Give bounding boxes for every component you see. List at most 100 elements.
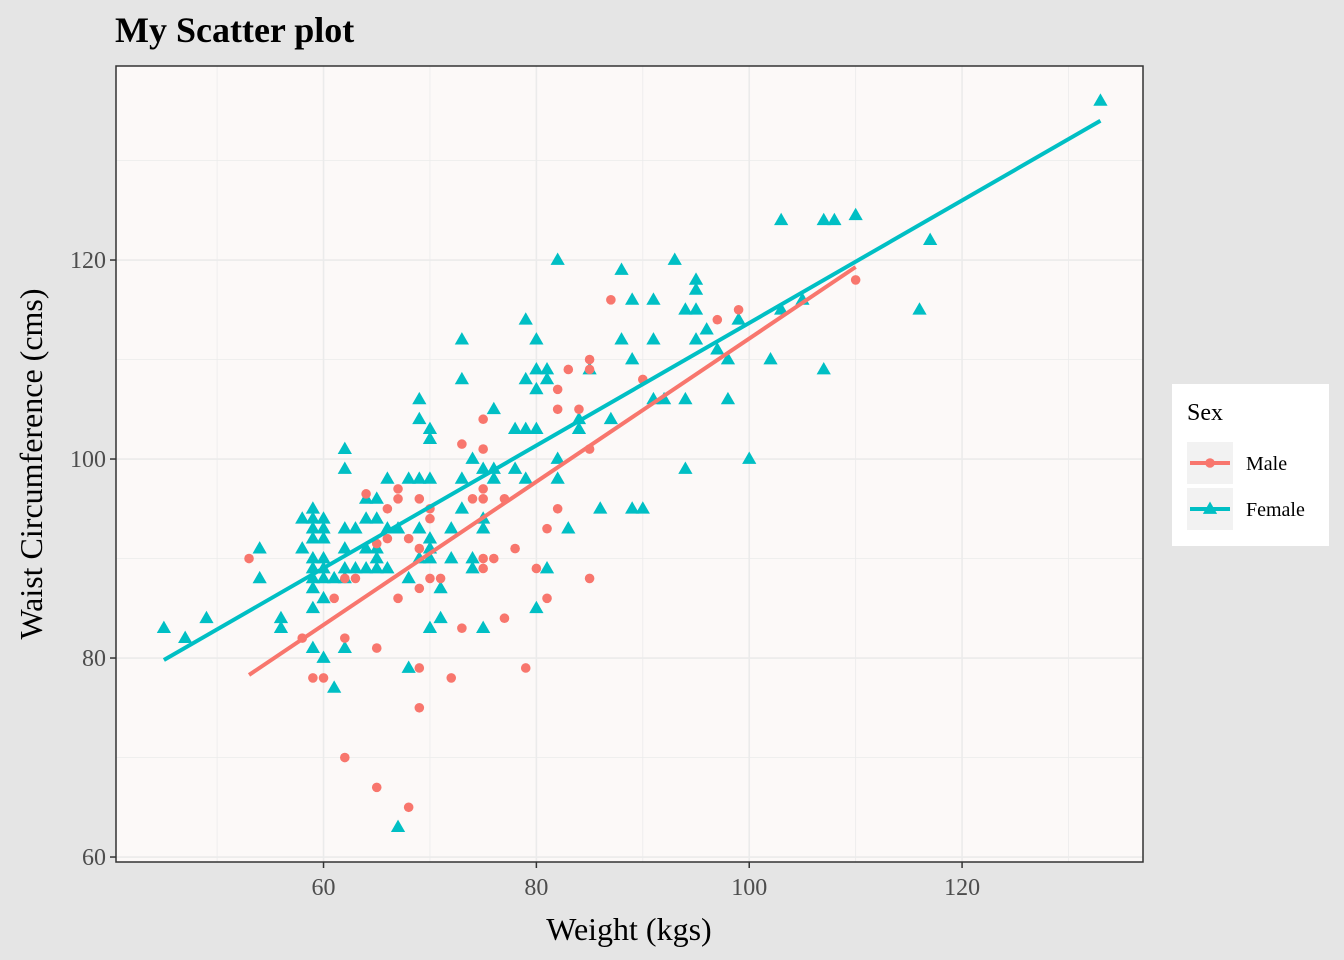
female-point [848,207,863,221]
male-point [552,384,563,395]
male-point [478,444,488,454]
panel-border [115,65,1144,863]
male-point [457,623,467,633]
female-point [305,531,321,544]
female-point [454,471,470,484]
male-point [425,573,435,584]
x-tick-label: 120 [944,875,980,901]
female-point [476,461,491,474]
male-point [425,513,435,524]
male-point [467,494,478,504]
male-point [520,663,531,673]
fit-lines [162,118,1102,677]
female-point [348,560,363,574]
female-point [316,531,331,544]
legend-label: Male [1246,453,1287,475]
female-point [571,421,587,435]
male-point [584,364,595,375]
female-point [412,411,427,425]
male-point [403,533,414,544]
female-point [774,212,789,226]
female-point [742,451,757,464]
female-point [412,391,427,405]
female-point [678,302,693,315]
female-point [688,282,704,295]
female-point [412,521,427,534]
female-point [614,262,629,275]
female-point [252,541,267,554]
female-point [923,232,938,245]
grid-minor [116,66,1143,862]
male-point [329,593,339,604]
male-point [478,553,488,564]
male-point [340,752,350,763]
female-point [465,560,480,574]
male-point [414,494,425,504]
female-point [422,421,438,435]
female-point [422,431,438,444]
female-point [380,471,395,484]
female-point [646,292,661,305]
x-axis: 60 80 100 120 [312,862,980,901]
female-point [316,650,331,663]
male-points [244,275,861,813]
male-point [510,543,520,554]
female-point [518,421,533,435]
female-point [827,212,842,226]
female-point [539,371,555,385]
male-point [499,613,510,624]
male-fit-line [247,265,857,677]
male-point [574,404,584,415]
male-point [371,538,382,549]
y-tick-label: 80 [82,646,106,672]
female-point [529,381,544,395]
female-point [465,451,480,464]
male-point [382,503,393,514]
female-point [561,521,576,534]
male-point [542,593,552,604]
male-point [712,314,723,325]
female-point [156,620,172,634]
female-point [358,511,374,524]
male-point [435,573,446,584]
y-tick-label: 100 [70,447,106,473]
female-point [816,212,831,226]
female-point [539,361,555,375]
female-point [444,521,459,534]
female-point [550,471,565,484]
plot-panel [115,65,1144,863]
x-axis-title: Weight (kgs) [546,911,711,947]
female-point [295,511,310,524]
female-point [763,352,778,365]
male-point [457,439,467,449]
female-point [422,620,438,634]
male-point [531,563,542,574]
panel-background [116,66,1143,862]
female-point [305,521,321,534]
female-point [273,610,289,624]
male-point [414,583,425,594]
female-point [316,590,331,604]
female-point [593,501,608,514]
male-point [382,533,393,544]
female-point [603,411,619,425]
female-point [316,570,331,584]
male-point [371,782,382,793]
female-point [316,551,331,564]
female-point [358,541,374,554]
legend-label: Female [1246,499,1305,521]
male-point [552,503,563,514]
legend-title: Sex [1187,400,1223,426]
male-point [584,573,595,584]
female-point [454,371,470,385]
y-tick-label: 120 [70,248,106,274]
female-point [678,391,693,405]
female-point [433,610,448,624]
female-point [454,332,470,345]
female-point [337,560,352,574]
female-point [688,302,704,315]
x-tick-label: 100 [731,875,767,901]
y-axis-title: Waist Circumference (cms) [13,288,49,639]
female-point [710,342,725,355]
female-point [550,252,565,265]
